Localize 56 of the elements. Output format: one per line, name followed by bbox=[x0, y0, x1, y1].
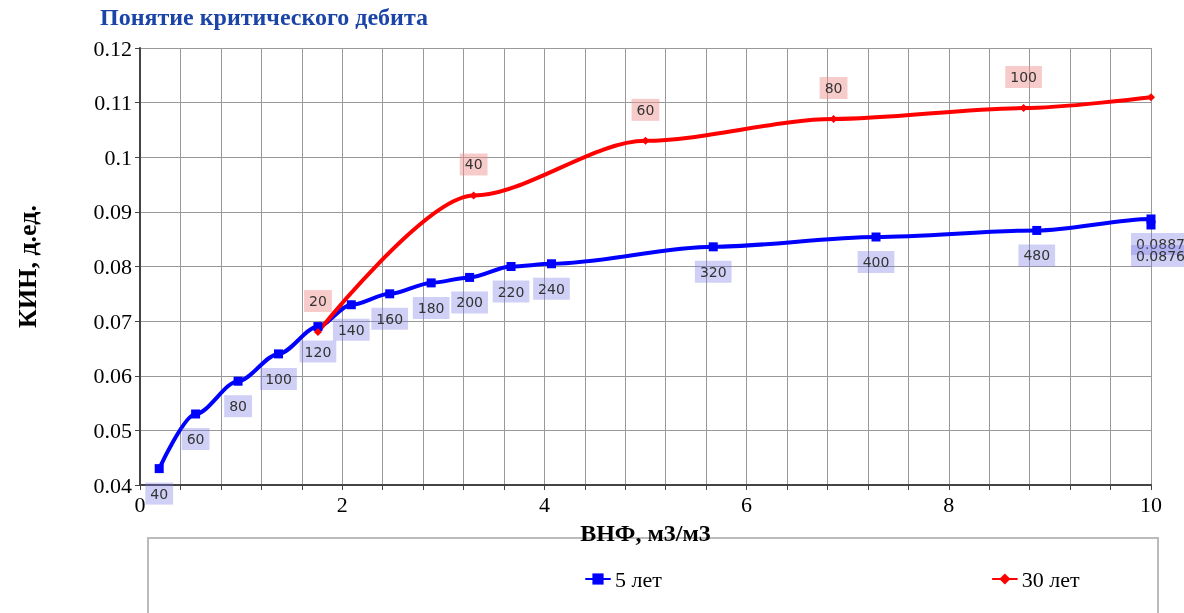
annotation: 40 bbox=[464, 156, 483, 173]
y-axis-title: КИН, д.ед. bbox=[12, 205, 42, 328]
annotation: 180 bbox=[417, 299, 445, 316]
point bbox=[1147, 93, 1155, 102]
x-axis-title: ВНФ, м3/м3 bbox=[580, 520, 711, 546]
point bbox=[346, 300, 356, 310]
point bbox=[426, 278, 436, 288]
point bbox=[708, 242, 718, 252]
point bbox=[546, 259, 556, 269]
legend-label: 30 лет bbox=[1021, 566, 1081, 592]
annotation: 400 bbox=[862, 254, 890, 270]
x-tick-label: 6 bbox=[741, 491, 753, 517]
point bbox=[506, 262, 516, 271]
annotation: 60 bbox=[636, 101, 655, 118]
point bbox=[1032, 225, 1042, 235]
annotation: 480 bbox=[1023, 247, 1051, 264]
point bbox=[274, 349, 284, 359]
point bbox=[385, 289, 395, 299]
y-tick-label: 0.08 bbox=[93, 254, 132, 279]
point bbox=[465, 272, 475, 282]
annotation: 220 bbox=[497, 283, 525, 300]
annotation: 140 bbox=[337, 321, 365, 338]
y-tick-label: 0.09 bbox=[93, 199, 132, 225]
annotation: 40 bbox=[150, 485, 169, 502]
x-tick-label: 8 bbox=[943, 491, 955, 517]
x-tick-label: 4 bbox=[538, 491, 550, 517]
annotation: 240 bbox=[538, 280, 565, 297]
annotation: 80 bbox=[229, 398, 247, 415]
annotation: 120 bbox=[304, 343, 332, 360]
point bbox=[233, 376, 243, 386]
y-tick-label: 0.04 bbox=[93, 472, 132, 498]
annotation: 20 bbox=[309, 293, 327, 310]
point bbox=[191, 409, 201, 419]
y-tick-label: 0.1 bbox=[104, 144, 132, 170]
x-tick-label: 0 bbox=[134, 491, 146, 517]
annotation: 80 bbox=[824, 80, 843, 97]
chart-title: Понятие критического дебита bbox=[100, 4, 429, 30]
annotation: 0.0887 bbox=[1136, 235, 1184, 252]
annotation: 160 bbox=[376, 310, 404, 327]
point bbox=[871, 232, 881, 242]
y-tick-label: 0.12 bbox=[93, 35, 132, 61]
y-tick-label: 0.07 bbox=[93, 308, 132, 334]
x-tick-label: 10 bbox=[1140, 491, 1162, 517]
point bbox=[1146, 220, 1156, 230]
annotation: 100 bbox=[1010, 69, 1037, 86]
annotation: 60 bbox=[186, 430, 205, 447]
x-tick-label: 2 bbox=[336, 491, 348, 517]
legend-label: 5 лет bbox=[615, 566, 663, 592]
y-tick-label: 0.05 bbox=[93, 417, 132, 443]
point bbox=[154, 464, 164, 474]
y-tick-label: 0.11 bbox=[94, 90, 132, 116]
point bbox=[313, 328, 322, 337]
annotation: 100 bbox=[265, 370, 292, 387]
y-tick-label: 0.06 bbox=[93, 363, 132, 389]
annotation: 200 bbox=[456, 294, 483, 311]
annotation: 320 bbox=[699, 263, 727, 280]
